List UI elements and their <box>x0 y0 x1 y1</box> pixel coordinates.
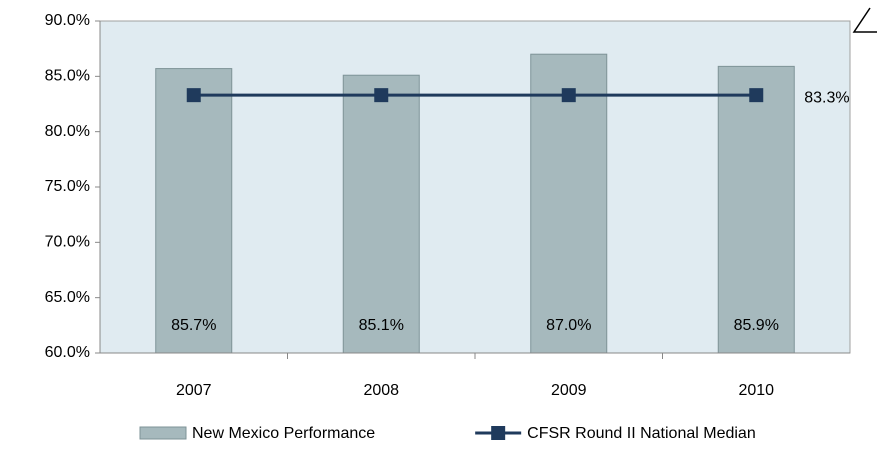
bar-value-label: 85.1% <box>359 317 404 334</box>
y-tick-label: 60.0% <box>45 344 90 361</box>
line-value-label: 83.3% <box>804 89 849 106</box>
y-tick-label: 65.0% <box>45 289 90 306</box>
line-marker <box>561 88 576 103</box>
y-tick-label: 90.0% <box>45 12 90 29</box>
y-tick-label: 70.0% <box>45 234 90 251</box>
x-tick-label: 2008 <box>363 382 399 399</box>
arrow-shape <box>852 7 877 33</box>
y-tick-label: 75.0% <box>45 178 90 195</box>
bar <box>342 74 420 354</box>
bar-value-label: 85.7% <box>171 317 216 334</box>
y-tick-label: 85.0% <box>45 68 90 85</box>
legend-marker <box>491 426 506 440</box>
legend-label: New Mexico Performance <box>192 425 375 442</box>
legend-label: CFSR Round II National Median <box>527 425 756 442</box>
line-marker <box>186 88 201 103</box>
line-marker <box>374 88 389 103</box>
x-tick-label: 2010 <box>738 382 774 399</box>
legend-swatch <box>139 426 187 440</box>
bar-value-label: 87.0% <box>546 317 591 334</box>
bar <box>155 68 233 354</box>
y-tick-label: 80.0% <box>45 123 90 140</box>
bar <box>530 53 608 354</box>
x-tick-label: 2009 <box>551 382 587 399</box>
bar <box>717 65 795 354</box>
line-marker <box>749 88 764 103</box>
x-tick-label: 2007 <box>176 382 212 399</box>
bar-value-label: 85.9% <box>734 317 779 334</box>
